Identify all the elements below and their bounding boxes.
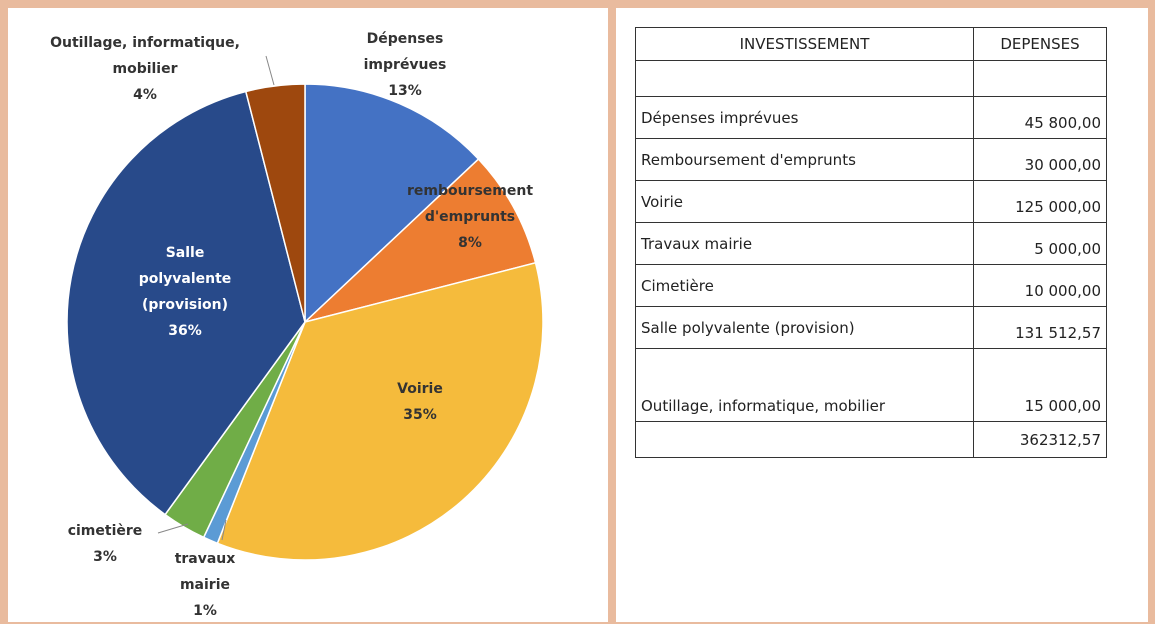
value-label: 4% xyxy=(133,87,157,103)
cell: Travaux mairie xyxy=(635,222,974,265)
cell: Dépenses imprévues xyxy=(635,96,974,139)
cell: Outillage, informatique, mobilier xyxy=(635,348,974,422)
cell: 15 000,00 xyxy=(973,348,1107,422)
table-row: Dépenses imprévues 45 800,00 xyxy=(635,96,1107,139)
total-cell: 362312,57 xyxy=(973,421,1107,458)
data-label: remboursement d'emprunts 8% xyxy=(400,178,540,256)
cell xyxy=(973,60,1107,97)
header-cell: DEPENSES xyxy=(973,27,1107,61)
value-label: 1% xyxy=(193,603,217,619)
cell xyxy=(635,421,974,458)
chart-panel: Dépenses imprévues 13% remboursement d'emp… xyxy=(8,8,608,622)
data-label: Salle polyvalente (provision) 36% xyxy=(130,240,240,344)
data-label: cimetière 3% xyxy=(60,518,150,570)
table-body: Dépenses imprévues 45 800,00 Remboursement… xyxy=(635,60,1107,458)
category-label: Outillage, informatique, mobilier xyxy=(50,35,240,77)
budget-table: INVESTISSEMENT DEPENSES Dépenses imprévu… xyxy=(635,27,1107,458)
cell: Voirie xyxy=(635,180,974,223)
cell xyxy=(635,60,974,97)
pie-slice xyxy=(304,83,480,324)
cell: 30 000,00 xyxy=(973,138,1107,181)
leader-line xyxy=(265,55,275,86)
table-row: Travaux mairie 5 000,00 xyxy=(635,222,1107,265)
pie-slice xyxy=(244,83,306,323)
table-row: Remboursement d'emprunts 30 000,00 xyxy=(635,138,1107,181)
data-label: Voirie 35% xyxy=(380,376,460,428)
cell: 125 000,00 xyxy=(973,180,1107,223)
table-panel: INVESTISSEMENT DEPENSES Dépenses imprévu… xyxy=(616,8,1148,622)
category-label: Dépenses imprévues xyxy=(363,31,447,73)
value-label: 35% xyxy=(403,407,437,423)
pie-chart xyxy=(66,55,544,561)
category-label: Voirie xyxy=(397,381,443,397)
cell: 45 800,00 xyxy=(973,96,1107,139)
data-label: Outillage, informatique, mobilier 4% xyxy=(45,30,245,108)
data-label: Dépenses imprévues 13% xyxy=(355,26,455,104)
table-row: Cimetière 10 000,00 xyxy=(635,264,1107,307)
category-label: travaux mairie xyxy=(174,551,236,593)
table-row: Outillage, informatique, mobilier 15 000,… xyxy=(635,348,1107,422)
category-label: remboursement d'emprunts xyxy=(406,183,534,225)
cell: Cimetière xyxy=(635,264,974,307)
header-cell: INVESTISSEMENT xyxy=(635,27,974,61)
value-label: 8% xyxy=(458,235,482,251)
pie-slice xyxy=(216,261,544,561)
pie-slice xyxy=(304,158,537,323)
cell: 131 512,57 xyxy=(973,306,1107,349)
table-row: Salle polyvalente (provision) 131 512,57 xyxy=(635,306,1107,349)
total-row: 362312,57 xyxy=(635,421,1107,458)
table-row: Voirie 125 000,00 xyxy=(635,180,1107,223)
value-label: 3% xyxy=(93,549,117,565)
blank-row xyxy=(635,60,1107,97)
value-label: 36% xyxy=(168,323,202,339)
leader-line xyxy=(221,519,227,541)
pie-slice xyxy=(66,90,306,516)
leader-lines xyxy=(157,55,275,541)
cell: Remboursement d'emprunts xyxy=(635,138,974,181)
category-label: cimetière xyxy=(67,523,143,539)
leader-line xyxy=(157,523,189,534)
cell: 5 000,00 xyxy=(973,222,1107,265)
cell: 10 000,00 xyxy=(973,264,1107,307)
data-label: travaux mairie 1% xyxy=(165,546,245,624)
category-label: Salle polyvalente (provision) xyxy=(138,245,232,313)
cell: Salle polyvalente (provision) xyxy=(635,306,974,349)
value-label: 13% xyxy=(388,83,422,99)
